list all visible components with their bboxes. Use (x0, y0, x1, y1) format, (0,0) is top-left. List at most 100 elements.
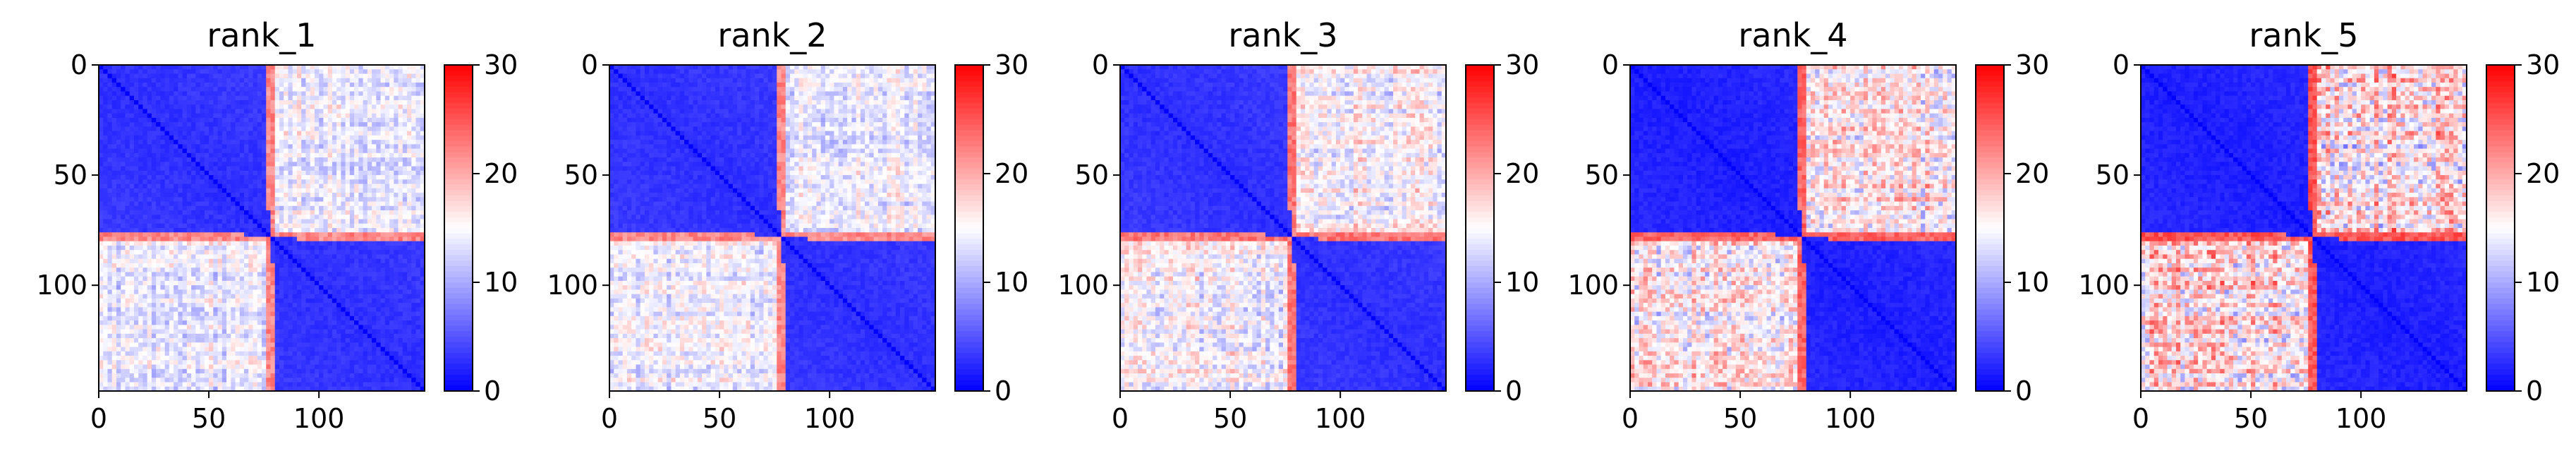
heatmap-cell (156, 140, 161, 145)
heatmap-cell (226, 126, 231, 131)
heatmap-cell (319, 122, 324, 127)
heatmap-cell (284, 126, 288, 131)
heatmap-cell (103, 69, 108, 74)
heatmap-cell (244, 109, 249, 114)
heatmap-cell (297, 131, 302, 136)
heatmap-cell (248, 109, 253, 114)
heatmap-cell (315, 131, 320, 136)
heatmap-cell (169, 136, 174, 140)
heatmap-cell (407, 69, 412, 74)
heatmap-cell (240, 91, 245, 96)
heatmap-cell (389, 109, 394, 114)
heatmap-cell (236, 140, 241, 145)
heatmap-cell (165, 114, 170, 119)
heatmap-cell (195, 73, 200, 78)
heatmap-cell (156, 136, 161, 140)
heatmap-cell (160, 91, 165, 96)
heatmap-cell (152, 69, 157, 74)
heatmap-cell (240, 118, 245, 123)
heatmap-cell (253, 87, 258, 92)
heatmap-cell (346, 87, 351, 92)
heatmap-cell (147, 136, 152, 140)
heatmap-cell (160, 109, 165, 114)
heatmap-cell (319, 87, 324, 92)
heatmap-cell (142, 69, 147, 74)
heatmap-cell (174, 91, 178, 96)
heatmap-cell (381, 96, 386, 101)
heatmap-cell (226, 104, 231, 109)
heatmap-cell (125, 131, 130, 136)
heatmap-cell (367, 118, 372, 123)
heatmap-cell (257, 83, 262, 88)
heatmap-cell (416, 126, 421, 131)
heatmap-cell (288, 136, 293, 140)
heatmap-cell (99, 65, 104, 70)
heatmap-cell (191, 122, 196, 127)
heatmap-cell (205, 126, 209, 131)
heatmap-cell (341, 114, 346, 119)
heatmap-cell (169, 100, 174, 105)
heatmap-cell (226, 73, 231, 78)
heatmap-cell (240, 73, 245, 78)
heatmap-cell (125, 109, 130, 114)
heatmap-cell (121, 136, 126, 140)
heatmap-cell (323, 114, 328, 119)
heatmap-cell (389, 126, 394, 131)
heatmap-cell (231, 122, 236, 127)
heatmap-cell (244, 87, 249, 92)
heatmap-cell (407, 91, 412, 96)
heatmap-cell (142, 73, 147, 78)
heatmap-cell (174, 109, 178, 114)
heatmap-cell (156, 87, 161, 92)
heatmap-cell (293, 100, 298, 105)
heatmap-cell (301, 96, 306, 101)
heatmap-cell (152, 104, 157, 109)
heatmap-cell (284, 87, 288, 92)
heatmap-cell (222, 104, 227, 109)
heatmap-cell (354, 131, 359, 136)
heatmap-cell (244, 91, 249, 96)
heatmap-cell (319, 91, 324, 96)
heatmap-cell (240, 69, 245, 74)
heatmap-cell (279, 131, 284, 136)
heatmap-cell (142, 140, 147, 145)
heatmap-cell (341, 118, 346, 123)
heatmap-cell (226, 114, 231, 119)
heatmap-cell (231, 131, 236, 136)
heatmap-cell (328, 122, 333, 127)
heatmap-cell (394, 83, 399, 88)
heatmap-cell (284, 122, 288, 127)
heatmap-cell (183, 136, 188, 140)
heatmap-cell (253, 104, 258, 109)
heatmap-cell (248, 136, 253, 140)
heatmap-cell (305, 122, 310, 127)
heatmap-cell (142, 65, 147, 70)
heatmap-cell (191, 114, 196, 119)
heatmap-cell (236, 73, 241, 78)
heatmap-cell (310, 73, 315, 78)
heatmap-cell (376, 91, 381, 96)
heatmap-cell (319, 114, 324, 119)
heatmap-cell (213, 104, 218, 109)
heatmap-cell (288, 122, 293, 127)
heatmap-cell (107, 122, 112, 127)
heatmap-cell (142, 104, 147, 109)
heatmap-cell (156, 100, 161, 105)
heatmap-cell (319, 118, 324, 123)
heatmap-cell (399, 104, 403, 109)
heatmap-cell (346, 122, 351, 127)
heatmap-cell (160, 78, 165, 83)
heatmap-cell (103, 109, 108, 114)
heatmap-cell (160, 136, 165, 140)
heatmap-cell (354, 114, 359, 119)
heatmap-cell (147, 131, 152, 136)
heatmap-cell (138, 109, 143, 114)
heatmap-cell (240, 65, 245, 70)
heatmap-cell (367, 83, 372, 88)
heatmap-cell (142, 136, 147, 140)
heatmap-cell (156, 131, 161, 136)
heatmap-cell (253, 118, 258, 123)
heatmap-cell (125, 100, 130, 105)
heatmap-cell (160, 104, 165, 109)
heatmap-cell (200, 131, 205, 136)
